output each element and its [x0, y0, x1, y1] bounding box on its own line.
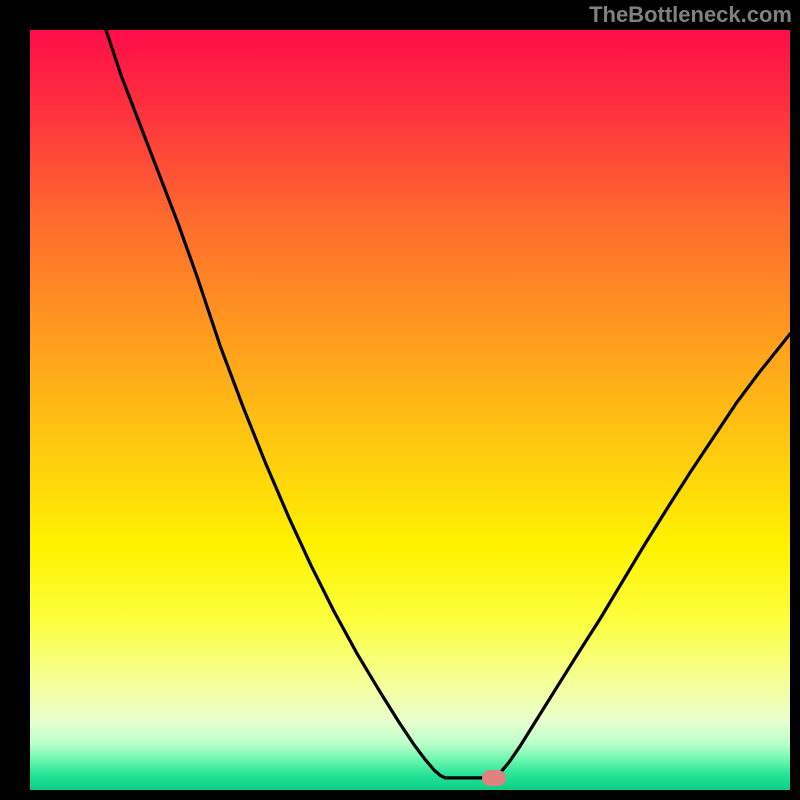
bottleneck-curve: [30, 30, 790, 790]
plot-area: [30, 30, 790, 790]
watermark-text: TheBottleneck.com: [589, 2, 792, 28]
control-point-marker: [482, 770, 506, 786]
